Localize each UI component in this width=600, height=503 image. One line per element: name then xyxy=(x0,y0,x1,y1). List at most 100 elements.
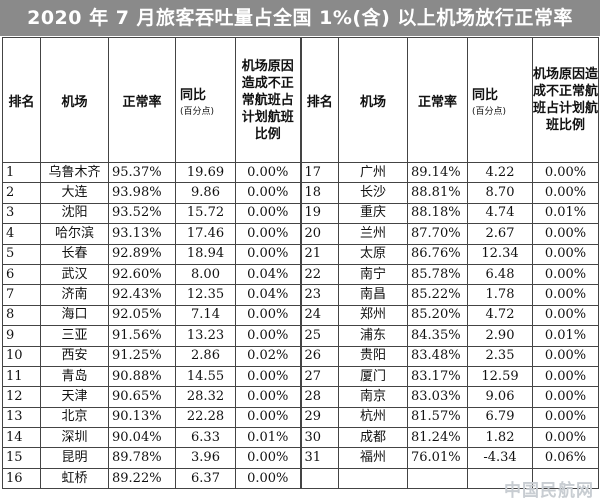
cell-ratio-right: 0.00% xyxy=(532,182,599,204)
cell-ratio: 0.00% xyxy=(235,325,301,347)
cell-ratio: 0.00% xyxy=(235,386,301,408)
cell-yoy: 19.69 xyxy=(175,161,236,184)
table-row: 1 乌鲁木齐 95.37% 19.69 0.00% 17 广州 89.14% 4.22 0.00% xyxy=(2,161,599,184)
cell-airport-right: 杭州 xyxy=(338,406,408,429)
header-yoy-label: 同比 xyxy=(180,87,207,103)
cell-rate: 89.22% xyxy=(108,467,176,490)
cell-yoy-right: 2.35 xyxy=(467,345,533,367)
table-row: 4 哈尔滨 93.13% 17.46 0.00% 20 兰州 87.70% 2.67 0.00% xyxy=(2,223,599,245)
cell-ratio: 0.00% xyxy=(235,202,301,225)
cell-rate-right: 81.24% xyxy=(407,427,468,449)
table-row: 7 济南 92.43% 12.35 0.04% 23 南昌 85.22% 1.78 0.00% xyxy=(2,284,599,306)
cell-rate-right xyxy=(407,467,468,490)
cell-ratio: 0.00% xyxy=(235,304,301,327)
cell-airport: 乌鲁木齐 xyxy=(40,161,109,184)
cell-rate-right: 89.14% xyxy=(407,161,468,184)
cell-rank-right xyxy=(299,467,339,490)
cell-rate: 89.78% xyxy=(108,447,176,469)
cell-yoy-right: 12.59 xyxy=(467,365,533,388)
cell-airport: 西安 xyxy=(40,345,109,367)
page-title: 2020 年 7 月旅客吞吐量占全国 1%(含) 以上机场放行正常率 xyxy=(0,0,600,36)
cell-yoy-right: 6.79 xyxy=(467,406,533,429)
cell-yoy: 22.28 xyxy=(175,406,236,429)
cell-rate: 92.89% xyxy=(108,243,176,265)
cell-yoy-right: 1.82 xyxy=(467,427,533,449)
cell-airport-right: 郑州 xyxy=(338,304,408,327)
cell-airport: 长春 xyxy=(40,243,109,265)
cell-rank-right: 26 xyxy=(299,345,339,367)
cell-airport: 三亚 xyxy=(40,325,109,347)
cell-rank-right: 23 xyxy=(299,284,339,306)
header-rate: 正常率 xyxy=(108,37,176,163)
cell-rank: 13 xyxy=(2,406,41,429)
cell-rate: 90.88% xyxy=(108,365,176,388)
cell-yoy-right: 12.34 xyxy=(467,243,533,265)
cell-rate: 93.98% xyxy=(108,182,176,204)
table-row: 13 北京 90.13% 22.28 0.00% 29 杭州 81.57% 6.79 0.00% xyxy=(2,406,599,429)
cell-ratio: 0.04% xyxy=(235,263,301,286)
cell-rate: 92.05% xyxy=(108,304,176,327)
cell-rank: 14 xyxy=(2,427,41,449)
cell-airport-right xyxy=(338,467,408,490)
header-ratio: 机场原因造成不正常航班占计划航班比例 xyxy=(235,37,301,163)
cell-rate-right: 85.20% xyxy=(407,304,468,327)
cell-ratio-right: 0.00% xyxy=(532,406,599,429)
cell-airport-right: 太原 xyxy=(338,243,408,265)
cell-rate: 92.43% xyxy=(108,284,176,306)
cell-rank-right: 22 xyxy=(299,263,339,286)
cell-ratio-right: 0.00% xyxy=(532,427,599,449)
cell-ratio: 0.00% xyxy=(235,447,301,469)
cell-airport: 海口 xyxy=(40,304,109,327)
cell-rate-right: 83.03% xyxy=(407,386,468,408)
header-rank-2: 排名 xyxy=(299,37,339,163)
cell-airport: 沈阳 xyxy=(40,202,109,225)
cell-yoy-right: 2.67 xyxy=(467,223,533,245)
cell-yoy: 14.55 xyxy=(175,365,236,388)
cell-yoy: 7.14 xyxy=(175,304,236,327)
cell-ratio-right xyxy=(532,467,599,490)
cell-rate: 93.52% xyxy=(108,202,176,225)
cell-rank-right: 28 xyxy=(299,386,339,408)
cell-rank: 3 xyxy=(2,202,41,225)
cell-rate: 92.60% xyxy=(108,263,176,286)
cell-yoy: 8.00 xyxy=(175,263,236,286)
table-row: 2 大连 93.98% 9.86 0.00% 18 长沙 88.81% 8.70 0.00% xyxy=(2,182,599,204)
cell-rank: 10 xyxy=(2,345,41,367)
cell-rank-right: 31 xyxy=(299,447,339,469)
cell-rate-right: 85.78% xyxy=(407,263,468,286)
cell-rank-right: 25 xyxy=(299,325,339,347)
cell-rank: 15 xyxy=(2,447,41,469)
cell-yoy: 17.46 xyxy=(175,223,236,245)
cell-rank-right: 27 xyxy=(299,365,339,388)
cell-rate-right: 85.22% xyxy=(407,284,468,306)
cell-ratio: 0.04% xyxy=(235,284,301,306)
cell-yoy: 13.23 xyxy=(175,325,236,347)
cell-rate: 90.13% xyxy=(108,406,176,429)
cell-rank-right: 20 xyxy=(299,223,339,245)
cell-airport: 哈尔滨 xyxy=(40,223,109,245)
cell-airport: 武汉 xyxy=(40,263,109,286)
cell-rank: 6 xyxy=(2,263,41,286)
cell-airport-right: 贵阳 xyxy=(338,345,408,367)
cell-ratio: 0.00% xyxy=(235,365,301,388)
cell-rank-right: 29 xyxy=(299,406,339,429)
cell-yoy: 6.37 xyxy=(175,467,236,490)
cell-yoy: 6.33 xyxy=(175,427,236,449)
cell-ratio-right: 0.01% xyxy=(532,202,599,225)
table-body: 1 乌鲁木齐 95.37% 19.69 0.00% 17 广州 89.14% 4.22 0.00%… xyxy=(2,161,599,490)
header-yoy-2: 同比 (百分点) xyxy=(467,37,533,163)
cell-rank: 12 xyxy=(2,386,41,408)
cell-ratio: 0.00% xyxy=(235,406,301,429)
cell-airport: 济南 xyxy=(40,284,109,306)
header-rank: 排名 xyxy=(2,37,41,163)
header-rate-2: 正常率 xyxy=(407,37,468,163)
cell-rate: 91.25% xyxy=(108,345,176,367)
table-row: 12 天津 90.65% 28.32 0.00% 28 南京 83.03% 9.06 0.00% xyxy=(2,386,599,408)
cell-rate: 95.37% xyxy=(108,161,176,184)
cell-airport-right: 成都 xyxy=(338,427,408,449)
cell-rate: 90.04% xyxy=(108,427,176,449)
header-yoy-unit-2: (百分点) xyxy=(472,106,507,117)
table-row: 11 青岛 90.88% 14.55 0.00% 27 厦门 83.17% 12.59 0.00% xyxy=(2,365,599,388)
cell-yoy-right: 8.70 xyxy=(467,182,533,204)
cell-ratio-right: 0.00% xyxy=(532,386,599,408)
